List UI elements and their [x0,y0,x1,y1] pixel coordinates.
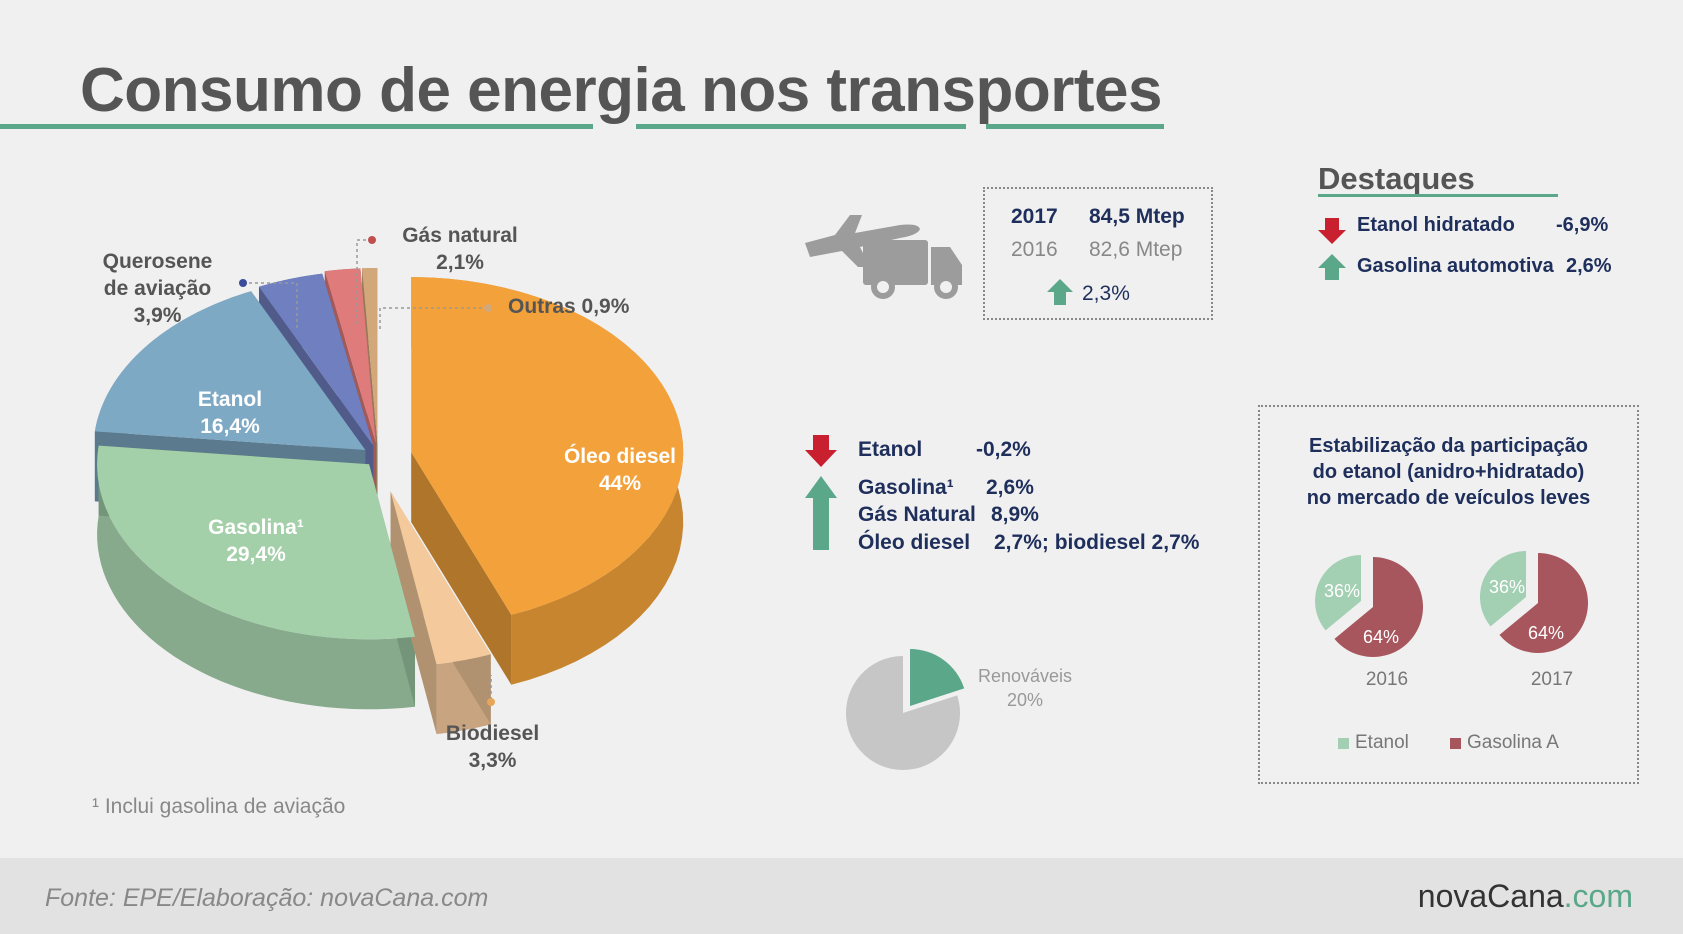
footnote: ¹ Inclui gasolina de aviação [92,795,346,818]
total-consumption-box: 2017 84,5 Mtep 2016 82,6 Mtep 2,3% [983,187,1213,320]
pie-slice-non-renewables [846,656,960,770]
title-underline-2 [636,124,966,129]
destaque-item-1-value: -6,9% [1556,214,1609,236]
transport-icons [805,215,962,299]
share-etanol-label-2017: 36% [1489,577,1525,597]
year-2017: 2017 [1011,205,1058,228]
dot-biodiesel [487,698,495,706]
renewables-pie [846,649,965,770]
pie-slice-etanol-2017 [1480,551,1526,627]
pie-slice-gasolina-a-2016 [1334,557,1423,657]
change-gasolina-label: Gasolina¹ [858,476,954,499]
change-etanol-label: Etanol [858,438,923,461]
destaques-heading: Destaques [1318,161,1475,196]
pie-side-gasolina [97,445,415,710]
logo-suffix: .com [1563,878,1633,914]
pie-slice-etanol-2016 [1315,555,1361,631]
label-biodiesel: Biodiesel 3,3% [445,722,540,772]
pie-slice-renewables [910,649,965,706]
title-underline-1 [0,124,593,129]
share-gasolina-label-2017: 64% [1528,623,1564,643]
pie-wall-oleo-diesel-1 [411,452,512,685]
arrow-up-icon [805,476,837,550]
change-oleo-value: 2,7%; biodiesel 2,7% [994,531,1200,554]
change-gas-value: 8,9% [991,503,1039,526]
title-underline-3 [986,124,1164,129]
pie-2017-caption: 2017 [1530,669,1574,690]
ethanol-share-title: Estabilização da participação do etanol (… [1306,435,1591,509]
share-etanol-label-2016: 36% [1324,581,1360,601]
page-title: Consumo de energia nos transportes [80,56,1163,125]
value-2016: 82,6 Mtep [1089,238,1183,261]
pie-slice-etanol [94,291,366,451]
change-oleo-label: Óleo diesel [858,531,971,554]
destaque-item-1-label: Etanol hidratado [1357,214,1515,236]
change-etanol-value: -0,2% [976,438,1031,461]
change-gasolina-value: 2,6% [986,476,1034,499]
pie-slice-outras [362,268,378,444]
change-gas-label: Gás Natural [858,503,976,526]
pie-2016-caption: 2016 [1365,669,1409,690]
pie-slice-biodiesel [390,491,491,665]
dot-querosene [239,279,247,287]
pie-slice-gasolina [97,445,416,640]
year-2016: 2016 [1011,238,1058,261]
label-outras: Outras 0,9% [508,295,630,318]
value-2017: 84,5 Mtep [1089,205,1185,228]
leader-gas-natural [356,239,372,325]
legend-etanol-swatch [1338,738,1349,749]
label-gasolina: Gasolina¹ 29,4% [208,516,304,566]
destaque-item-2-label: Gasolina automotiva [1357,255,1554,277]
share-gasolina-label-2016: 64% [1363,627,1399,647]
leader-lines [243,239,492,700]
arrow-down-icon [1318,218,1346,244]
pie-slice-oleo-diesel [411,277,684,615]
pie-slice-gas-natural [324,268,376,444]
dot-outras [484,304,492,312]
destaque-item-2-value: 2,6% [1566,255,1612,277]
arrow-down-icon [805,435,837,467]
source-text: Fonte: EPE/Elaboração: novaCana.com [45,884,489,912]
label-gas-natural: Gás natural 2,1% [402,224,518,274]
label-oleo-diesel: Óleo diesel 44% [563,445,677,495]
leader-outras [379,307,488,330]
pie-slice-gasolina-a-2017 [1499,553,1588,653]
share-pies: 36% 64% 36% 64% [1315,551,1588,657]
arrow-up-icon [1318,254,1346,280]
pie-slice-querosene [258,273,374,446]
pie-wall-biodiesel-1 [390,491,437,735]
dot-gas-natural [368,236,376,244]
novacana-logo: novaCana.com [1418,878,1633,915]
leader-querosene [243,282,298,330]
logo-main: novaCana [1417,878,1564,914]
destaques-underline [1318,194,1558,197]
label-etanol: Etanol 16,4% [197,388,263,438]
label-querosene: Querosene de aviação 3,9% [102,250,213,327]
legend-etanol-label: Etanol [1355,732,1409,753]
renewables-label: Renováveis 20% [977,666,1073,710]
pie-top-layer [94,268,684,665]
truck-icon [863,240,962,299]
change-value: 2,3% [1082,282,1130,305]
legend-gasolina-label: Gasolina A [1467,732,1559,753]
legend-gasolina-swatch [1450,738,1461,749]
airplane-icon [805,215,920,267]
footer-bar [0,858,1683,934]
ethanol-share-box: Estabilização da participação do etanol (… [1258,405,1639,784]
arrow-up-icon [1047,279,1073,305]
